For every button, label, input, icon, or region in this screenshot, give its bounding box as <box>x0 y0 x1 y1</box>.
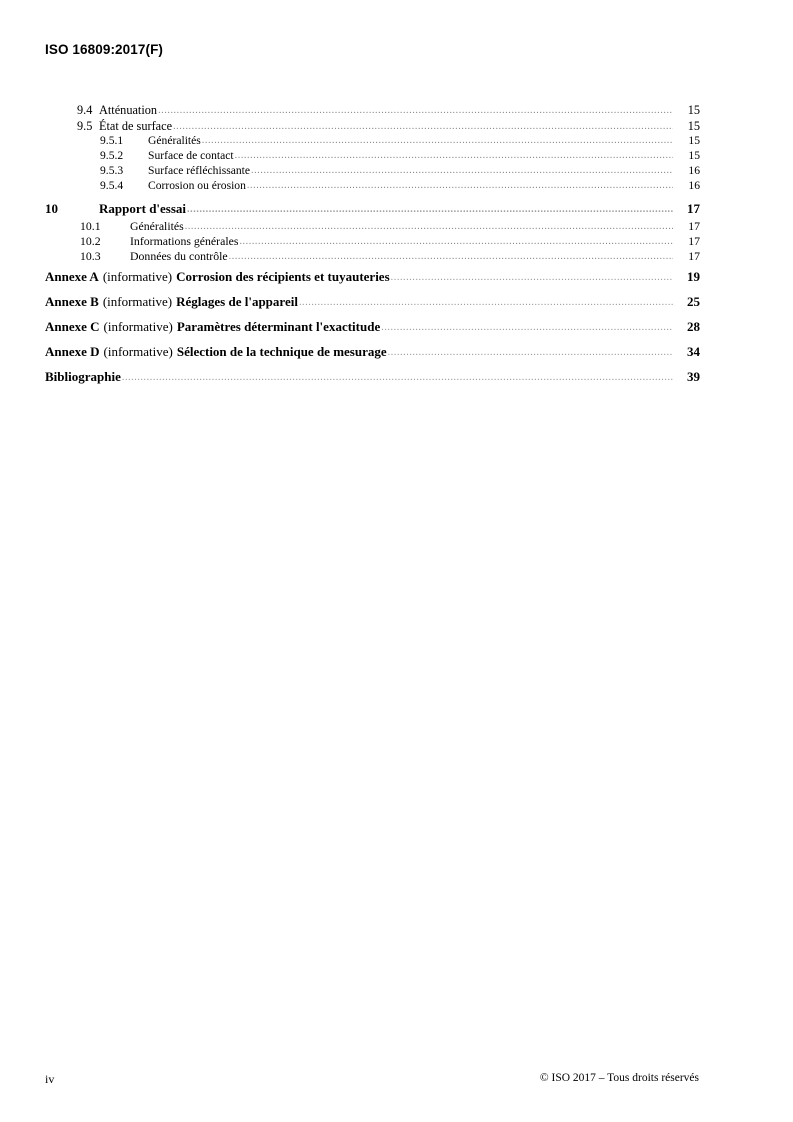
toc-entry-number: 9.5.1 <box>100 134 124 147</box>
toc-leader-dots: ........................................… <box>251 166 673 176</box>
toc-entry-page: 17 <box>688 234 700 248</box>
table-of-contents: 9.4 Atténuation ........................… <box>45 104 700 395</box>
toc-entry-number: 9.4 <box>77 103 93 117</box>
toc-leader-dots: ........................................… <box>239 237 673 247</box>
toc-entry[interactable]: 10.3 Données du contrôle ...............… <box>45 249 700 266</box>
toc-annex-entry[interactable]: Annexe C (informative) Paramètres déterm… <box>45 320 700 345</box>
toc-entry-title: Surface réfléchissante <box>148 164 251 177</box>
document-identifier: ISO 16809:2017(F) <box>45 42 164 57</box>
toc-annex-title: Réglages de l'appareil <box>176 294 298 309</box>
toc-entry-number: 10.1 <box>80 219 101 233</box>
toc-entry-number: 9.5.3 <box>100 164 124 177</box>
toc-annex-label: Annexe B <box>45 294 99 309</box>
toc-entry-page: 17 <box>688 219 700 233</box>
toc-leader-dots: ........................................… <box>246 181 673 191</box>
toc-annex-kind: (informative) <box>102 269 173 284</box>
toc-entry-page: 15 <box>688 149 700 162</box>
page-number: iv <box>45 1072 55 1086</box>
copyright-notice: © ISO 2017 – Tous droits réservés <box>539 1072 699 1084</box>
toc-annex-label: Annexe C <box>45 319 100 334</box>
toc-entry-page: 19 <box>687 269 700 284</box>
toc-leader-dots: ........................................… <box>121 373 673 383</box>
toc-entry-title: Rapport d'essai <box>99 201 187 216</box>
toc-entry-page: 17 <box>687 201 700 216</box>
toc-entry-title: Informations générales <box>130 234 239 248</box>
toc-annex-entry[interactable]: Annexe B (informative) Réglages de l'app… <box>45 295 700 320</box>
toc-entry-page: 16 <box>688 179 700 192</box>
toc-annex-kind: (informative) <box>103 319 173 334</box>
toc-leader-dots: ........................................… <box>387 348 673 358</box>
toc-entry-title: Atténuation <box>99 103 158 117</box>
toc-entry[interactable]: 9.5.3 Surface réfléchissante ...........… <box>45 165 700 180</box>
toc-entry[interactable]: 9.5.1 Généralités ......................… <box>45 135 700 150</box>
toc-entry[interactable]: 9.5.4 Corrosion ou érosion .............… <box>45 180 700 195</box>
toc-annex-kind: (informative) <box>103 344 173 359</box>
toc-entry-page: 39 <box>687 369 700 384</box>
toc-annex-title: Corrosion des récipients et tuyauteries <box>176 269 390 284</box>
toc-entry-title: Corrosion ou érosion <box>148 179 246 192</box>
toc-entry[interactable]: 9.5 État de surface ....................… <box>45 118 700 136</box>
toc-leader-dots: ........................................… <box>234 151 673 161</box>
toc-entry-number: 9.5 <box>77 118 93 133</box>
toc-annex-entry[interactable]: Annexe D (informative) Sélection de la t… <box>45 345 700 370</box>
toc-leader-dots: ........................................… <box>173 121 673 132</box>
toc-leader-dots: ........................................… <box>187 205 673 215</box>
toc-entry-page: 16 <box>688 164 700 177</box>
toc-entry-title: Généralités <box>148 134 201 147</box>
toc-bibliography-entry[interactable]: Bibliographie ..........................… <box>45 370 700 395</box>
toc-annex-label: Annexe A <box>45 269 99 284</box>
toc-entry[interactable]: 10.1 Généralités .......................… <box>45 219 700 236</box>
toc-annex-label: Annexe D <box>45 344 100 359</box>
toc-leader-dots: ........................................… <box>381 323 673 333</box>
toc-leader-dots: ........................................… <box>201 136 673 146</box>
toc-annex-entry[interactable]: Annexe A (informative) Corrosion des réc… <box>45 270 700 295</box>
toc-entry-number: 9.5.2 <box>100 149 124 162</box>
toc-bibliography-label: Bibliographie <box>45 369 121 384</box>
toc-entry-number: 10 <box>45 201 58 216</box>
toc-leader-dots: ........................................… <box>184 222 673 232</box>
toc-annex-kind: (informative) <box>102 294 173 309</box>
toc-entry-page: 34 <box>687 344 700 359</box>
toc-entry-number: 10.3 <box>80 249 101 263</box>
toc-entry-page: 17 <box>688 249 700 263</box>
toc-entry-number: 9.5.4 <box>100 179 124 192</box>
toc-entry[interactable]: 10 Rapport d'essai .....................… <box>45 202 700 221</box>
toc-leader-dots: ........................................… <box>158 106 673 116</box>
toc-entry-page: 25 <box>687 294 700 309</box>
toc-entry[interactable]: 10.2 Informations générales ............… <box>45 234 700 251</box>
toc-entry-page: 28 <box>687 319 700 334</box>
toc-entry-page: 15 <box>687 103 700 117</box>
toc-leader-dots: ........................................… <box>228 252 673 262</box>
toc-entry-page: 15 <box>687 118 700 133</box>
toc-entry[interactable]: 9.4 Atténuation ........................… <box>45 104 700 120</box>
toc-entry[interactable]: 9.5.2 Surface de contact ...............… <box>45 150 700 165</box>
toc-entry-number: 10.2 <box>80 234 101 248</box>
toc-entry-title: Généralités <box>130 219 184 233</box>
toc-leader-dots: ........................................… <box>390 273 673 283</box>
toc-entry-title: État de surface <box>99 118 173 133</box>
toc-leader-dots: ........................................… <box>298 298 673 308</box>
toc-annex-title: Paramètres déterminant l'exactitude <box>176 319 381 334</box>
toc-entry-title: Données du contrôle <box>130 249 228 263</box>
toc-entry-title: Surface de contact <box>148 149 234 162</box>
toc-entry-page: 15 <box>688 134 700 147</box>
toc-annex-title: Sélection de la technique de mesurage <box>176 344 387 359</box>
